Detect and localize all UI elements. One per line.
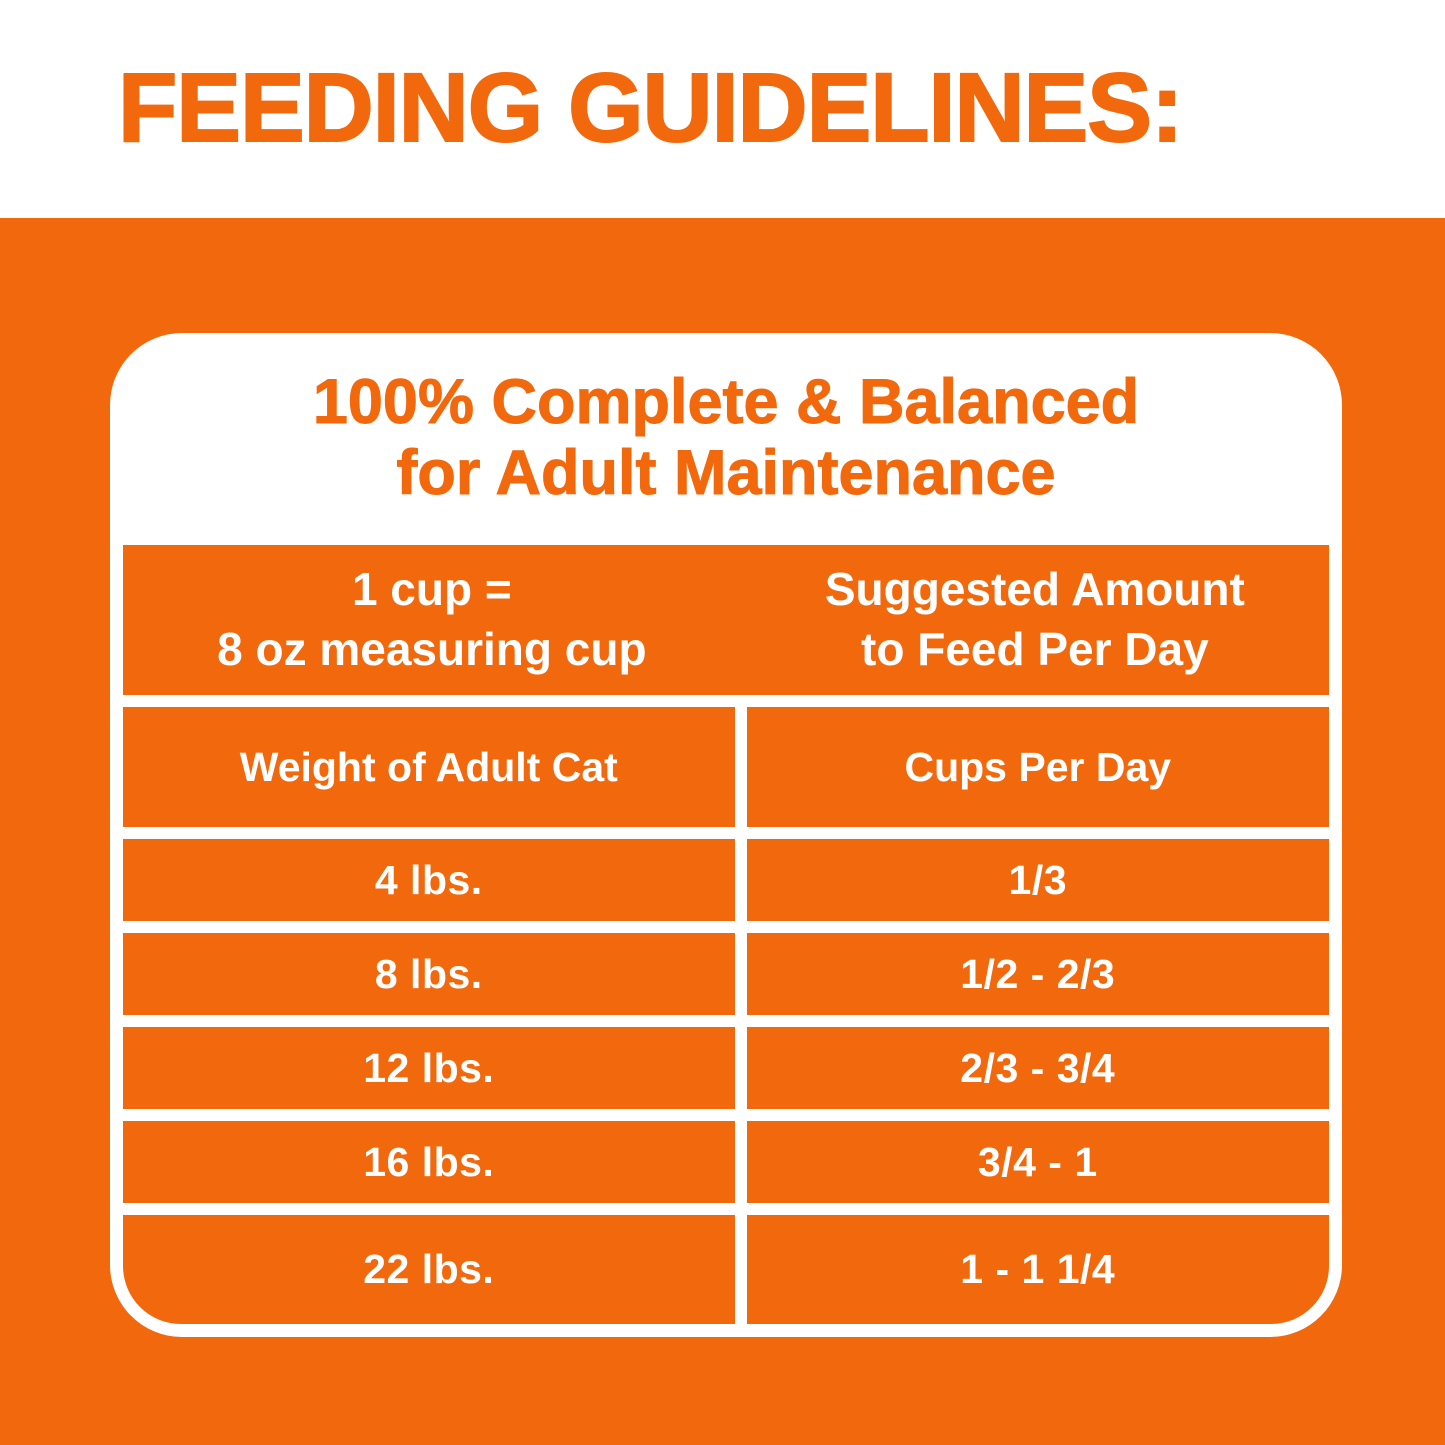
page-header: FEEDING GUIDELINES: <box>0 0 1445 218</box>
cups-cell-2: 2/3 - 3/4 <box>746 1027 1329 1109</box>
cups-cell-1: 1/2 - 2/3 <box>746 933 1329 1015</box>
suggested-amount-header: Suggested Amount to Feed Per Day <box>741 560 1329 680</box>
feeding-table: 1 cup = 8 oz measuring cup Suggested Amo… <box>123 545 1329 1324</box>
cups-cell-4: 1 - 1 1/4 <box>746 1215 1329 1324</box>
cups-cell-3: 3/4 - 1 <box>746 1121 1329 1203</box>
cups-cell-0: 1/3 <box>746 839 1329 921</box>
column-header-cups: Cups Per Day <box>746 707 1329 827</box>
card-title-line2: for Adult Maintenance <box>396 438 1056 509</box>
card-title-line1: 100% Complete & Balanced <box>312 366 1140 437</box>
weight-cell-0: 4 lbs. <box>123 839 735 921</box>
weight-cell-3: 16 lbs. <box>123 1121 735 1203</box>
suggested-line1: Suggested Amount <box>824 563 1245 616</box>
page-background: 100% Complete & Balanced for Adult Maint… <box>0 218 1445 1445</box>
guidelines-card: 100% Complete & Balanced for Adult Maint… <box>110 333 1342 1337</box>
weight-cell-2: 12 lbs. <box>123 1027 735 1109</box>
unit-note-line1: 1 cup = <box>351 563 512 616</box>
page-title: FEEDING GUIDELINES: <box>117 52 1184 163</box>
unit-note: 1 cup = 8 oz measuring cup <box>123 560 741 680</box>
weight-cell-4: 22 lbs. <box>123 1215 735 1324</box>
card-title: 100% Complete & Balanced for Adult Maint… <box>110 333 1342 545</box>
weight-cell-1: 8 lbs. <box>123 933 735 1015</box>
unit-note-line2: 8 oz measuring cup <box>217 623 647 675</box>
table-header-band: 1 cup = 8 oz measuring cup Suggested Amo… <box>123 545 1329 695</box>
column-header-weight: Weight of Adult Cat <box>123 707 735 827</box>
suggested-line2: to Feed Per Day <box>861 623 1209 675</box>
